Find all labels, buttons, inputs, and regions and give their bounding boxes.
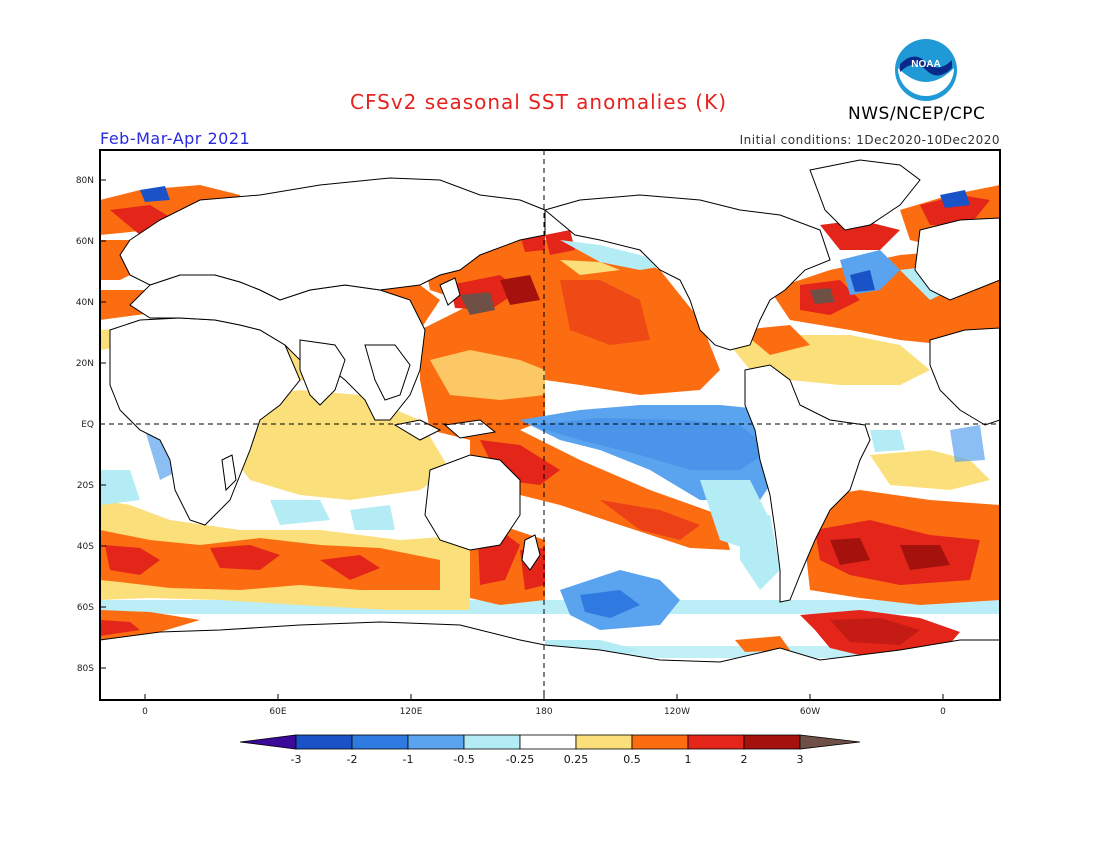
svg-text:NOAA: NOAA (911, 59, 940, 70)
map-frame (99, 149, 1001, 701)
colorbar-segment (687, 734, 745, 750)
colorbar-segment (631, 734, 689, 750)
colorbar-label: 0.25 (564, 753, 589, 766)
lon-label-0-west: 0 (142, 707, 148, 717)
colorbar-segment (407, 734, 465, 750)
organization-label: NWS/NCEP/CPC (848, 104, 986, 124)
colorbar-label: -0.5 (453, 753, 474, 766)
colorbar-label: 3 (797, 753, 804, 766)
lat-label-60n: 60N (76, 237, 94, 247)
longitude-axis: 0 60E 120E 180 120W 60W 0 (142, 694, 946, 717)
season-label: Feb-Mar-Apr 2021 (100, 129, 251, 148)
lat-label-40n: 40N (76, 298, 94, 308)
lat-label-20n: 20N (76, 359, 94, 369)
colorbar-segment-above-max (799, 734, 861, 750)
colorbar-label: -2 (347, 753, 358, 766)
colorbar-label: 0.5 (623, 753, 641, 766)
coastlines (100, 159, 1000, 700)
lat-label-80s: 80S (77, 664, 94, 674)
colorbar-segment (463, 734, 521, 750)
colorbar-segment (743, 734, 801, 750)
lat-label-80n: 80N (76, 176, 94, 186)
lon-label-0-east: 0 (940, 707, 946, 717)
lon-label-60e: 60E (269, 707, 286, 717)
noaa-logo-icon: NOAA (895, 39, 957, 101)
colorbar-segment (575, 734, 633, 750)
lon-label-120w: 120W (664, 707, 690, 717)
lon-label-60w: 60W (800, 707, 820, 717)
lon-label-180: 180 (535, 707, 552, 717)
lat-label-eq: EQ (81, 420, 94, 430)
colorbar-segment (519, 734, 577, 750)
colorbar-segment (351, 734, 409, 750)
map-title: CFSv2 seasonal SST anomalies (K) (350, 90, 727, 114)
colorbar-labels: -3 -2 -1 -0.5 -0.25 0.25 0.5 1 2 3 (291, 753, 804, 766)
colorbar-segment (295, 734, 353, 750)
lon-label-120e: 120E (400, 707, 423, 717)
colorbar-label: 1 (685, 753, 692, 766)
colorbar-label: -1 (403, 753, 414, 766)
colorbar-label: 2 (741, 753, 748, 766)
lat-label-60s: 60S (77, 603, 94, 613)
initial-conditions-label: Initial conditions: 1Dec2020-10Dec2020 (739, 133, 1000, 147)
lat-label-20s: 20S (77, 481, 94, 491)
colorbar-label: -0.25 (506, 753, 534, 766)
colorbar-label: -3 (291, 753, 302, 766)
lat-label-40s: 40S (77, 542, 94, 552)
colorbar-segment-below-min (239, 734, 297, 750)
colorbar (239, 734, 861, 750)
latitude-axis: 80N 60N 40N 20N EQ 20S 40S 60S 80S (76, 176, 106, 674)
